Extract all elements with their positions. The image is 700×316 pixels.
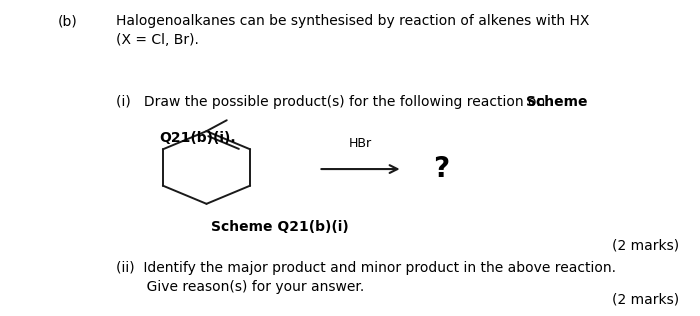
Text: Scheme Q21(b)(i): Scheme Q21(b)(i) <box>211 220 349 234</box>
Text: (ii)  Identify the major product and minor product in the above reaction.
      : (ii) Identify the major product and mino… <box>116 261 615 294</box>
Text: (b): (b) <box>58 14 78 28</box>
Text: ?: ? <box>433 155 449 183</box>
Text: Q21(b)(i).: Q21(b)(i). <box>160 131 236 145</box>
Text: (2 marks): (2 marks) <box>612 239 679 252</box>
Text: (2 marks): (2 marks) <box>612 293 679 307</box>
Text: HBr: HBr <box>349 137 372 150</box>
Text: (i)   Draw the possible product(s) for the following reaction on: (i) Draw the possible product(s) for the… <box>116 95 549 109</box>
Text: Scheme: Scheme <box>526 95 588 109</box>
Text: Halogenoalkanes can be synthesised by reaction of alkenes with HX
(X = Cl, Br).: Halogenoalkanes can be synthesised by re… <box>116 14 589 47</box>
